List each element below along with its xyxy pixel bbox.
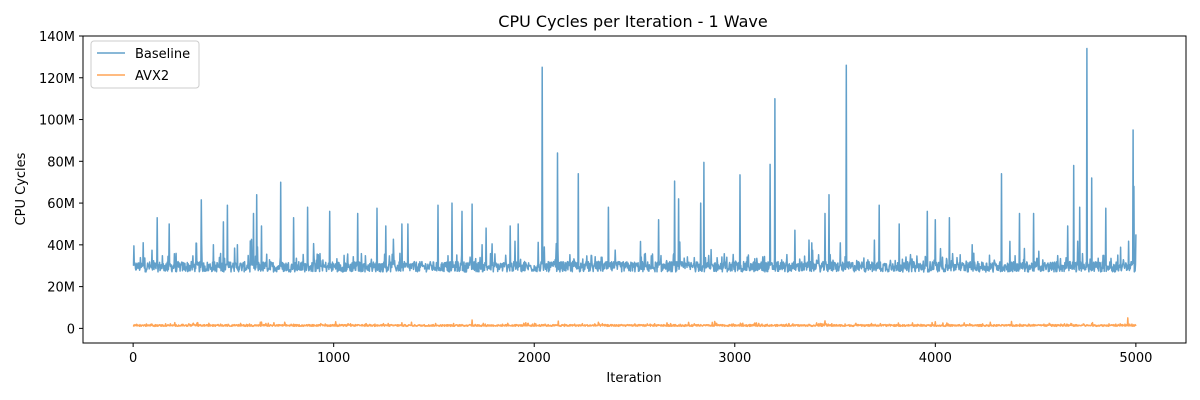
y-tick-label: 0 — [67, 322, 75, 337]
y-tick-label: 40M — [47, 239, 75, 254]
x-tick-label: 0 — [129, 351, 137, 366]
y-axis: 0 20M 40M 60M 80M 100M 120M 140M — [39, 30, 83, 337]
x-tick-label: 3000 — [718, 351, 751, 366]
y-tick-label: 140M — [39, 30, 75, 45]
x-tick-label: 2000 — [518, 351, 551, 366]
y-tick-label: 60M — [47, 197, 75, 212]
y-tick-label: 20M — [47, 281, 75, 296]
x-axis-label: Iteration — [606, 371, 661, 386]
x-tick-label: 1000 — [317, 351, 350, 366]
y-tick-label: 120M — [39, 72, 75, 87]
chart-title: CPU Cycles per Iteration - 1 Wave — [498, 12, 767, 31]
series-line-avx2 — [132, 317, 1137, 328]
y-tick-label: 100M — [39, 114, 75, 129]
plot-area — [132, 47, 1137, 328]
legend-label: Baseline — [135, 47, 190, 62]
plot-frame — [82, 35, 1187, 344]
y-tick-label: 80M — [47, 155, 75, 170]
x-axis: 0 1000 2000 3000 4000 5000 — [129, 343, 1152, 366]
legend-label: AVX2 — [135, 69, 169, 84]
x-tick-label: 4000 — [919, 351, 952, 366]
x-tick-label: 5000 — [1119, 351, 1152, 366]
series-line-baseline — [132, 47, 1137, 273]
y-axis-label: CPU Cycles — [14, 152, 29, 225]
legend: Baseline AVX2 — [90, 40, 200, 89]
